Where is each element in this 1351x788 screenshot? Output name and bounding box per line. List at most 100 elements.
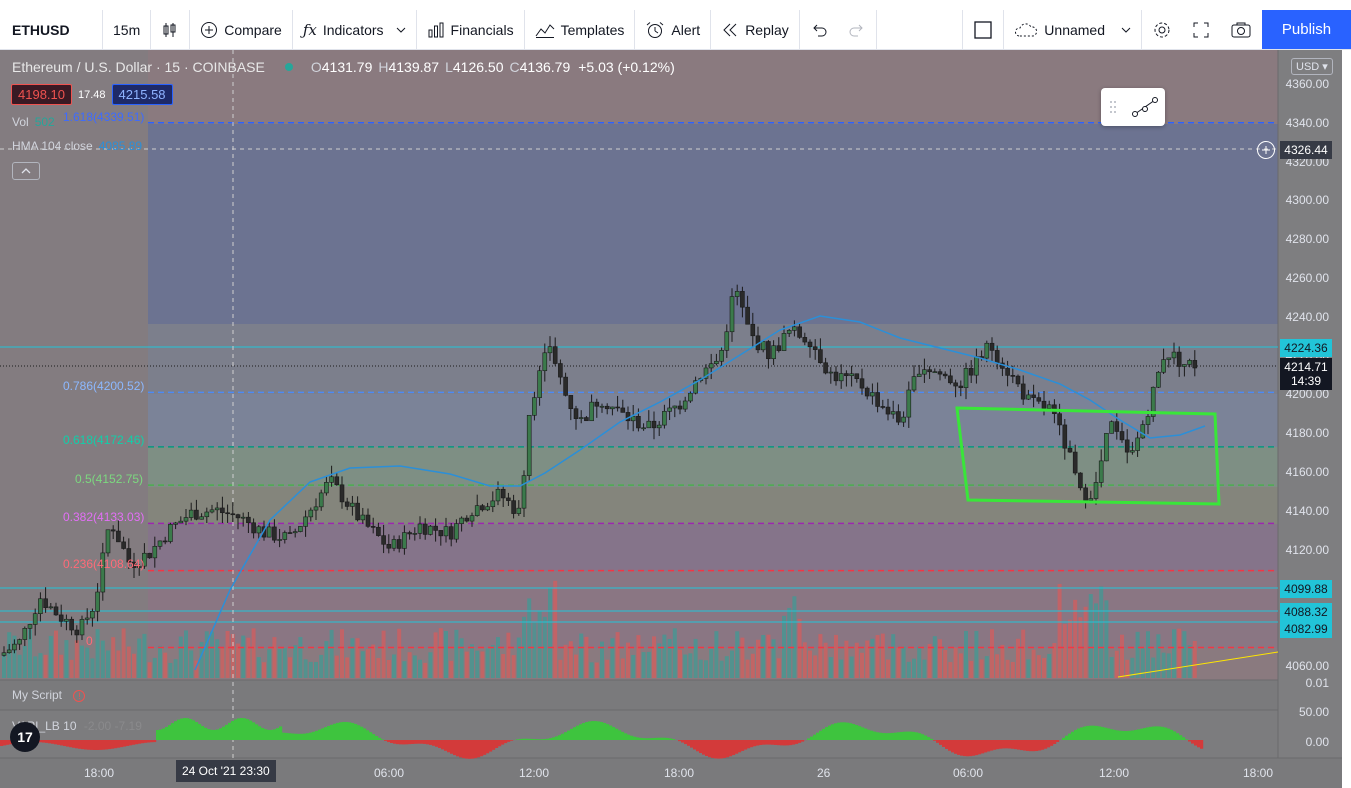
volume-bar — [459, 638, 464, 678]
volume-bar — [43, 654, 48, 678]
volume-bar — [1166, 653, 1171, 678]
highlight-box[interactable] — [955, 406, 1221, 506]
hma-legend[interactable]: HMA 104 close 4085.89 — [12, 139, 142, 153]
vapi-histogram-bar — [87, 740, 91, 750]
volume-bar — [896, 647, 901, 678]
volume-bar — [355, 638, 360, 678]
candle-body — [563, 376, 568, 396]
vapi-histogram-bar — [540, 739, 544, 740]
volume-bar — [132, 653, 136, 678]
currency-selector[interactable]: USD ▾ — [1291, 58, 1333, 75]
publish-button[interactable]: Publish — [1262, 10, 1351, 49]
trendline-tool-icon[interactable] — [1131, 96, 1158, 118]
candle-body — [1171, 351, 1177, 359]
candle-body — [480, 505, 485, 511]
interval-button[interactable]: 15m — [103, 10, 152, 49]
symbol-search-button[interactable]: ETHUSD — [0, 10, 103, 49]
vapi-histogram-bar — [642, 738, 646, 740]
candle-body — [376, 526, 381, 536]
fullscreen-button[interactable] — [1182, 10, 1220, 49]
financials-button[interactable]: Financials — [417, 10, 525, 49]
alert-button[interactable]: Alert — [635, 10, 712, 49]
trend-line-yellow[interactable] — [1117, 651, 1279, 678]
volume-bar — [808, 650, 812, 678]
vapi-histogram-bar — [747, 740, 751, 749]
tradingview-logo[interactable]: 17 — [10, 722, 40, 752]
redo-icon — [849, 24, 863, 36]
vapi-histogram-bar — [156, 729, 160, 740]
volume-bar — [875, 635, 880, 678]
vapi-histogram-bar — [903, 731, 907, 740]
vapi-histogram-bar — [966, 740, 970, 757]
chart-container[interactable]: Ethereum / U.S. Dollar · 15 · COINBASE O… — [0, 50, 1351, 788]
collapse-legend-button[interactable] — [12, 162, 40, 180]
vapi-histogram-bar — [834, 723, 838, 740]
vapi-histogram-bar — [720, 740, 724, 759]
vapi-histogram-bar — [153, 740, 157, 743]
sell-button[interactable]: 4198.10 — [11, 84, 72, 105]
volume-bar — [1042, 658, 1046, 678]
vapi-histogram-bar — [498, 740, 502, 747]
volume-bar — [1005, 659, 1010, 678]
candle-body — [246, 516, 251, 524]
candle-body — [1093, 482, 1099, 499]
symbol-description[interactable]: Ethereum / U.S. Dollar · 15 · COINBASE — [12, 59, 265, 75]
volume-bar — [1021, 629, 1026, 678]
undo-button[interactable] — [800, 10, 838, 49]
volume-bar — [376, 658, 381, 678]
crosshair-add-button[interactable] — [1257, 141, 1275, 159]
vapi-histogram-bar — [1131, 730, 1135, 740]
vapi-histogram-bar — [777, 740, 781, 746]
volume-bar — [277, 649, 282, 678]
vapi-histogram-bar — [1089, 725, 1093, 740]
vapi-histogram-bar — [783, 740, 787, 746]
fib-label-1618: 1.618(4339.51) — [63, 110, 144, 124]
candle-body — [662, 411, 667, 426]
vapi-histogram-bar — [507, 740, 511, 742]
price-tick-label: 4340.00 — [1285, 115, 1329, 130]
chart-style-button[interactable] — [151, 10, 191, 49]
candle-body — [412, 533, 418, 535]
vapi-histogram-bar — [741, 740, 745, 751]
candle-body — [1041, 400, 1047, 409]
vapi-histogram-bar — [483, 740, 487, 755]
candle-body — [604, 405, 610, 410]
vapi-histogram-bar — [1053, 740, 1057, 745]
vapi-histogram-bar — [669, 738, 673, 740]
volume-bar — [454, 629, 459, 678]
candle-body — [911, 376, 917, 391]
replay-button[interactable]: Replay — [711, 10, 800, 49]
candle-body — [121, 541, 126, 549]
templates-button[interactable]: Templates — [525, 10, 636, 49]
volume-bar — [615, 632, 620, 678]
script-pane-label[interactable]: My Script ! — [12, 688, 86, 702]
settings-button[interactable] — [1142, 10, 1182, 49]
layout-checkbox-button[interactable] — [962, 10, 1005, 49]
candle-body — [984, 342, 990, 359]
snapshot-button[interactable] — [1220, 10, 1262, 49]
candle-body — [542, 352, 548, 372]
drag-handle-icon[interactable] — [1109, 100, 1117, 114]
volume-bar — [95, 629, 100, 678]
redo-button[interactable] — [838, 10, 877, 49]
volume-bar — [381, 630, 386, 678]
candle-body — [370, 526, 376, 528]
compare-button[interactable]: Compare — [190, 10, 293, 49]
vapi-histogram-bar — [237, 718, 241, 740]
vapi-histogram-bar — [96, 740, 100, 750]
volume-legend[interactable]: Vol 502 — [12, 115, 55, 129]
vapi-histogram-bar — [210, 729, 214, 740]
vapi-histogram-bar — [195, 722, 199, 740]
vapi-histogram-bar — [1005, 740, 1009, 749]
vapi-histogram-bar — [396, 740, 400, 745]
vapi-histogram-bar — [339, 722, 343, 740]
vapi-histogram-bar — [1074, 730, 1078, 740]
buy-button[interactable]: 4215.58 — [111, 84, 173, 105]
candle-body — [714, 360, 719, 365]
indicators-button[interactable]: ƒx Indicators — [293, 10, 417, 49]
layout-name-button[interactable]: Unnamed — [1004, 10, 1142, 49]
vapi-histogram-bar — [822, 728, 826, 740]
plus-icon — [1262, 146, 1270, 154]
volume-bar — [485, 648, 490, 678]
chart-canvas[interactable] — [0, 50, 1351, 788]
